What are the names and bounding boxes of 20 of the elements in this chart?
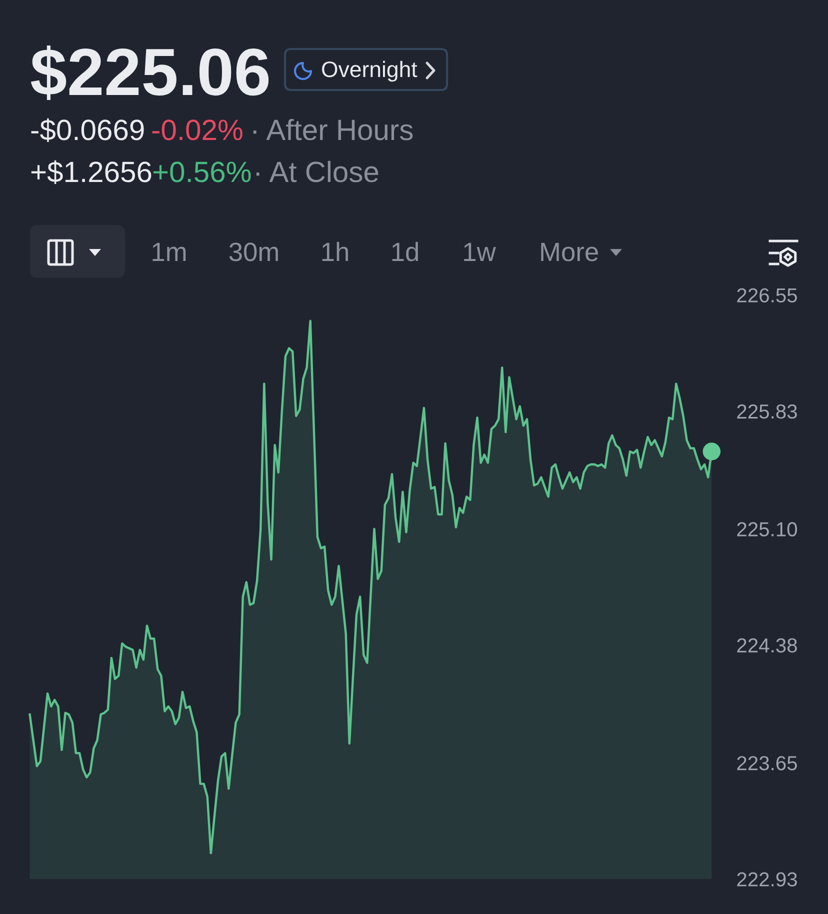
text: -0.02%	[152, 120, 242, 140]
text: 1w	[464, 242, 496, 261]
text: -$0.0669	[31, 118, 144, 142]
y-tick-label: 226.55	[737, 288, 797, 302]
text: · After Hours	[253, 118, 413, 140]
text: +$1.2656	[31, 160, 152, 184]
y-tick-label: 225.10	[737, 522, 797, 536]
y-tick-label: 222.93	[737, 872, 797, 886]
text: More	[541, 242, 598, 262]
y-tick-label: 225.83	[737, 404, 797, 419]
text: Overnight	[322, 60, 418, 82]
text: 1d	[392, 242, 418, 262]
text: 1m	[152, 242, 186, 261]
text: 30m	[229, 242, 278, 262]
y-tick-label: 223.65	[737, 756, 797, 770]
text: +0.56%	[153, 162, 251, 182]
text: 1h	[322, 242, 348, 261]
y-tick-label: 224.38	[737, 638, 797, 653]
text: · At Close	[256, 160, 378, 182]
chart-title: $225.06	[30, 46, 269, 100]
